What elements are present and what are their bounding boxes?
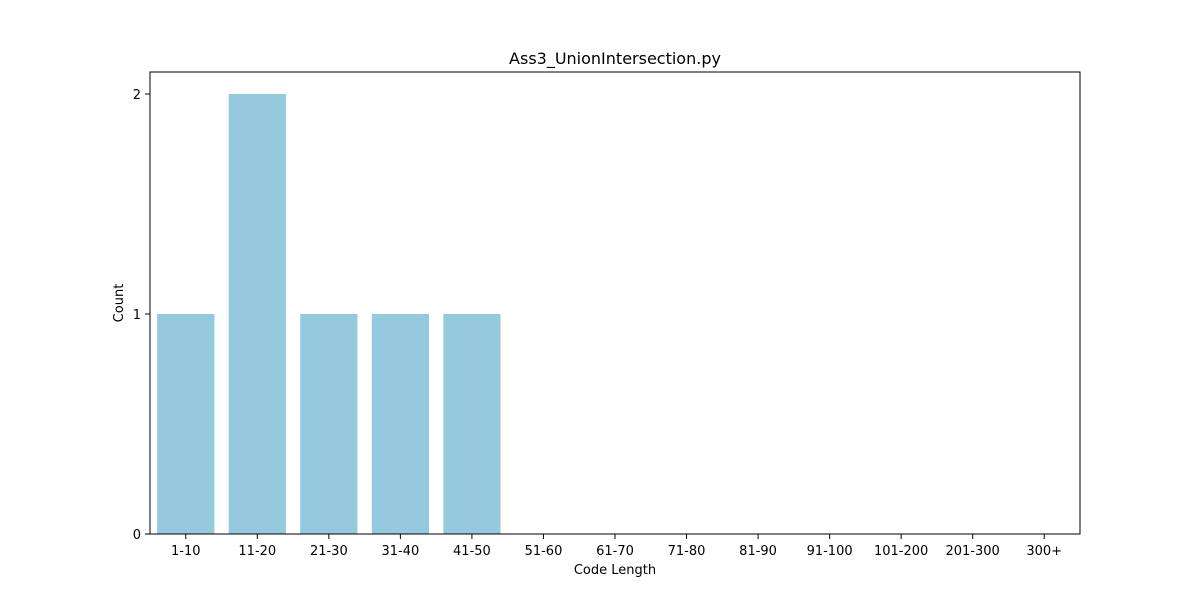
x-tick-label: 31-40 (381, 544, 419, 559)
x-tick-label: 71-80 (668, 544, 706, 559)
bars-group (157, 94, 501, 534)
x-tick-label: 11-20 (238, 544, 276, 559)
x-tick-label: 300+ (1026, 544, 1062, 559)
x-tick-label: 61-70 (596, 544, 634, 559)
x-tick-label: 101-200 (874, 544, 928, 559)
x-tick-label: 81-90 (739, 544, 777, 559)
x-tick-label: 91-100 (807, 544, 853, 559)
bar-31-40 (371, 314, 429, 534)
bar-41-50 (443, 314, 501, 534)
x-axis-label: Code Length (574, 563, 656, 578)
chart-title: Ass3_UnionIntersection.py (509, 49, 721, 69)
x-tick-label: 1-10 (171, 544, 201, 559)
x-tick-label: 51-60 (525, 544, 563, 559)
y-axis-label: Count (112, 284, 127, 323)
x-tick-label: 201-300 (946, 544, 1000, 559)
y-tick-label: 2 (133, 88, 141, 103)
bar-11-20 (228, 94, 286, 534)
y-tick-label: 1 (133, 308, 141, 323)
bar-21-30 (300, 314, 358, 534)
x-tick-label: 21-30 (310, 544, 348, 559)
bar-1-10 (157, 314, 215, 534)
x-tick-label: 41-50 (453, 544, 491, 559)
x-axis: 1-10 11-20 21-30 31-40 41-50 51-60 61-70 71-80 8… (171, 534, 1062, 559)
y-tick-label: 0 (133, 528, 141, 543)
y-axis: 0 1 2 (133, 88, 150, 543)
plot-frame (149, 71, 1081, 535)
